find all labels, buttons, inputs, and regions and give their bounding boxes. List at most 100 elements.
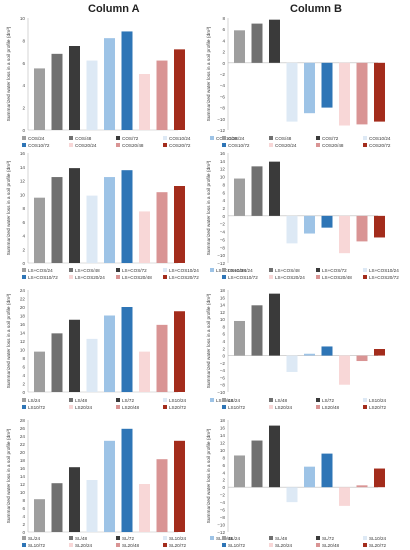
legend-swatch: [22, 405, 26, 409]
bar-cos10-72: [121, 31, 133, 130]
legend-swatch: [316, 143, 320, 147]
bar-sl20-72: [374, 468, 385, 488]
y-axis-label: Summarized water loss in a soil profile …: [6, 160, 12, 255]
y-tick-label: 4: [222, 339, 225, 344]
legend-swatch: [163, 136, 167, 140]
legend-swatch: [210, 536, 214, 540]
legend-label: LS10/72: [228, 405, 246, 410]
bar-ls-cos20-24: [339, 215, 350, 254]
legend-swatch: [269, 405, 273, 409]
legend-swatch: [363, 268, 367, 272]
bar-ls20-24: [139, 351, 150, 392]
y-tick-label: 4: [222, 38, 225, 43]
y-tick-label: 14: [220, 159, 226, 164]
bar-cos-72: [69, 46, 80, 130]
bar-sl10-24: [86, 480, 98, 532]
legend-label: SL/48: [75, 536, 87, 541]
bar-cos20-24: [339, 62, 350, 126]
bar-sl-72: [69, 467, 80, 532]
legend-label: SL/72: [322, 536, 334, 541]
bar-ls-cos20-24: [139, 211, 150, 263]
legend-swatch: [316, 398, 320, 402]
y-tick-label: −10: [217, 390, 225, 395]
y-axis-label: Summarized water loss in a soil profile …: [206, 293, 212, 388]
legend-swatch: [269, 136, 273, 140]
legend-swatch: [69, 543, 73, 547]
y-tick-label: 2: [222, 206, 225, 211]
y-tick-label: 0: [222, 61, 225, 66]
legend-swatch: [269, 268, 273, 272]
y-tick-label: 0: [22, 530, 25, 535]
bar-cos-24: [34, 68, 45, 130]
y-tick-label: −6: [220, 237, 226, 242]
legend-label: SL/24: [28, 536, 40, 541]
y-tick-label: 2: [22, 106, 25, 111]
y-tick-label: 4: [222, 198, 225, 203]
legend-label: LS20/24: [275, 405, 293, 410]
legend-label: LS+COS20/48: [322, 275, 352, 280]
legend-label: LS/48: [75, 398, 87, 403]
y-tick-label: 4: [22, 83, 25, 88]
y-tick-label: 18: [20, 314, 26, 319]
bar-ls20-48: [356, 355, 368, 362]
legend-label: LS+COS10/72: [28, 275, 58, 280]
legend-label: COS/48: [75, 136, 92, 141]
y-tick-label: 12: [20, 339, 26, 344]
y-tick-label: 24: [20, 434, 26, 439]
legend-label: LS/48: [275, 398, 287, 403]
legend-swatch: [163, 543, 167, 547]
legend-label: LS20/48: [322, 405, 340, 410]
bar-ls-cos10-24: [86, 195, 98, 263]
y-tick-label: −8: [220, 106, 226, 111]
legend-label: LS+COS20/72: [169, 275, 199, 280]
y-tick-label: −4: [220, 500, 226, 505]
column-b-header: Column B: [290, 3, 342, 15]
y-tick-label: −8: [220, 383, 226, 388]
bar-ls-cos10-48: [304, 215, 315, 234]
legend-label: LS+COS/72: [322, 268, 347, 273]
bar-ls-cos20-72: [374, 215, 385, 238]
y-tick-label: 10: [20, 16, 26, 21]
legend-label: COS10/24: [169, 136, 191, 141]
y-tick-label: 8: [222, 455, 225, 460]
y-tick-label: 6: [22, 220, 25, 225]
legend-swatch: [363, 136, 367, 140]
y-tick-label: 4: [22, 373, 25, 378]
y-tick-label: 10: [20, 192, 26, 197]
bar-ls-cos-72: [269, 161, 280, 216]
y-tick-label: 10: [220, 175, 226, 180]
legend-label: COS20/72: [169, 143, 191, 148]
y-tick-label: 16: [220, 151, 226, 156]
bar-cos20-72: [374, 62, 385, 122]
legend-swatch: [69, 143, 73, 147]
bar-ls10-24: [286, 355, 298, 372]
y-tick-label: 14: [220, 303, 226, 308]
bar-sl20-24: [339, 487, 350, 506]
bar-sl-24: [34, 499, 45, 532]
legend-swatch: [69, 275, 73, 279]
legend-swatch: [222, 398, 226, 402]
y-tick-label: 2: [22, 522, 25, 527]
bar-sl20-24: [139, 484, 150, 532]
legend-swatch: [22, 268, 26, 272]
y-tick-label: 2: [222, 478, 225, 483]
legend-swatch: [363, 536, 367, 540]
legend-swatch: [116, 398, 120, 402]
y-tick-label: −10: [217, 523, 225, 528]
y-tick-label: 10: [20, 348, 26, 353]
legend-label: LS+COS10/24: [169, 268, 199, 273]
legend-swatch: [222, 405, 226, 409]
bar-sl10-48: [104, 440, 115, 532]
y-tick-label: 8: [22, 38, 25, 43]
y-tick-label: 14: [20, 474, 26, 479]
legend-swatch: [269, 543, 273, 547]
legend-label: SL20/24: [275, 543, 293, 548]
legend-label: COS10/72: [228, 143, 250, 148]
bar-cos10-24: [86, 60, 98, 131]
y-tick-label: 16: [220, 425, 226, 430]
y-tick-label: 6: [222, 190, 225, 195]
bar-ls-cos10-48: [104, 177, 115, 263]
legend-label: LS10/24: [369, 398, 387, 403]
legend-swatch: [22, 398, 26, 402]
